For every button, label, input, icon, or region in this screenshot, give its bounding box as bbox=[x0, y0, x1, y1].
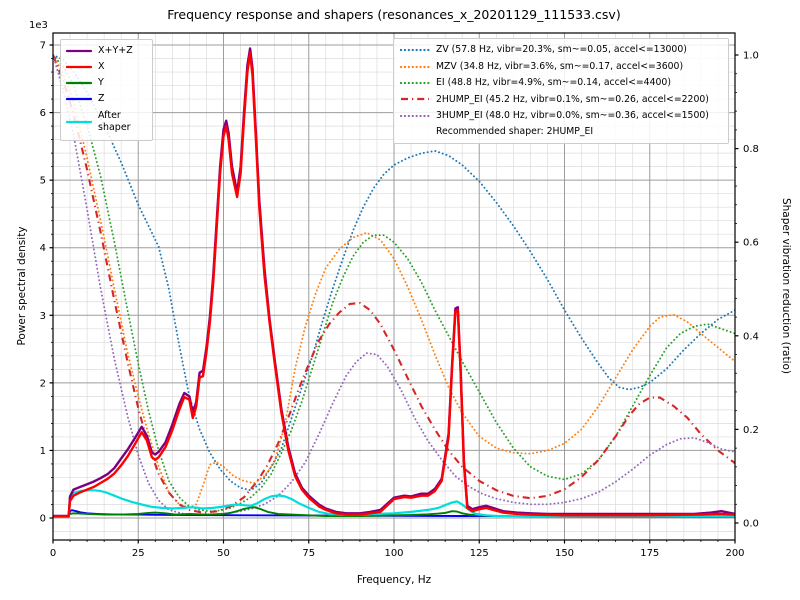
legend-psd-series: X+Y+Z X Y Z After shaper bbox=[60, 39, 153, 141]
x-tick-label: 25 bbox=[132, 548, 145, 559]
y-right-tick-label: 0.4 bbox=[743, 331, 759, 342]
legend-item-z: Z bbox=[66, 91, 146, 107]
y-left-tick-label: 4 bbox=[40, 243, 46, 254]
legend-swatch-zv-line bbox=[400, 49, 430, 52]
y-left-tick-label: 5 bbox=[40, 176, 46, 187]
legend-label-z: Z bbox=[98, 93, 105, 105]
y-left-tick-label: 2 bbox=[40, 378, 46, 389]
y-right-tick-label: 1.0 bbox=[743, 51, 759, 62]
y-left-tick-label: 7 bbox=[40, 41, 46, 52]
x-tick-label: 75 bbox=[302, 548, 315, 559]
legend-item-xyz: X+Y+Z bbox=[66, 43, 146, 59]
legend-label-y: Y bbox=[98, 77, 104, 89]
legend-item-ei: EI (48.8 Hz, vibr=4.9%, sm~=0.14, accel<… bbox=[400, 75, 722, 91]
series-y-line bbox=[53, 506, 735, 518]
x-tick-label: 125 bbox=[470, 548, 489, 559]
legend-label-mzv: MZV (34.8 Hz, vibr=3.6%, sm~=0.17, accel… bbox=[436, 60, 684, 72]
legend-swatch-2hump-ei-line bbox=[401, 98, 429, 101]
x-tick-label: 175 bbox=[640, 548, 659, 559]
legend-recommended-shaper-note: Recommended shaper: 2HUMP_EI bbox=[436, 126, 594, 138]
legend-label-x: X bbox=[98, 61, 105, 73]
y-left-tick-label: 3 bbox=[40, 311, 46, 322]
legend-item-y: Y bbox=[66, 75, 146, 91]
legend-label-zv: ZV (57.8 Hz, vibr=20.3%, sm~=0.05, accel… bbox=[436, 44, 687, 56]
x-tick-label: 200 bbox=[725, 548, 744, 559]
x-tick-label: 150 bbox=[555, 548, 574, 559]
series-after-shaper-line bbox=[53, 489, 735, 518]
legend-item-x: X bbox=[66, 59, 146, 75]
chart-title: Frequency response and shapers (resonanc… bbox=[167, 7, 621, 22]
axis-ticks bbox=[49, 44, 739, 544]
legend-label-3hump-ei: 3HUMP_EI (48.0 Hz, vibr=0.0%, sm~=0.36, … bbox=[436, 109, 709, 121]
series-3hump-ei-line bbox=[53, 54, 735, 516]
legend-shapers: ZV (57.8 Hz, vibr=20.3%, sm~=0.05, accel… bbox=[393, 38, 729, 145]
legend-label-after-shaper: After shaper bbox=[98, 110, 131, 133]
grid-minor bbox=[53, 33, 735, 540]
x-axis-label: Frequency, Hz bbox=[356, 574, 432, 586]
legend-swatch-z-line bbox=[66, 97, 92, 101]
legend-item-recommended: Recommended shaper: 2HUMP_EI bbox=[400, 124, 722, 140]
legend-swatch-after-shaper-line bbox=[66, 120, 92, 124]
y-right-tick-label: 0.0 bbox=[743, 519, 759, 530]
series-z-line bbox=[53, 509, 735, 518]
x-tick-label: 50 bbox=[217, 548, 230, 559]
series-ei-line bbox=[53, 54, 735, 513]
y-axis-label-left: Power spectral density bbox=[16, 226, 28, 346]
legend-swatch-mzv-line bbox=[400, 65, 430, 68]
legend-label-2hump-ei: 2HUMP_EI (45.2 Hz, vibr=0.1%, sm~=0.26, … bbox=[436, 93, 709, 105]
legend-item-zv: ZV (57.8 Hz, vibr=20.3%, sm~=0.05, accel… bbox=[400, 42, 722, 58]
legend-swatch-y-line bbox=[66, 81, 92, 85]
x-tick-label: 0 bbox=[50, 548, 56, 559]
legend-swatch-xyz-line bbox=[66, 49, 92, 53]
y-right-tick-label: 0.2 bbox=[743, 425, 759, 436]
y-left-tick-label: 6 bbox=[40, 108, 46, 119]
y-right-tick-label: 0.8 bbox=[743, 144, 759, 155]
legend-swatch-x-line bbox=[66, 65, 92, 69]
legend-item-after-shaper: After shaper bbox=[66, 107, 146, 137]
y-left-tick-label: 1 bbox=[40, 446, 46, 457]
series-x-line bbox=[53, 51, 735, 518]
series-2hump-ei-line bbox=[53, 54, 735, 514]
legend-label-ei: EI (48.8 Hz, vibr=4.9%, sm~=0.14, accel<… bbox=[436, 77, 671, 89]
series-mzv-line bbox=[53, 54, 735, 509]
legend-label-xyz: X+Y+Z bbox=[98, 45, 133, 57]
y-axis-label-right: Shaper vibration reduction (ratio) bbox=[780, 197, 792, 375]
legend-swatch-ei-line bbox=[400, 81, 430, 85]
tick-labels: 0 25 50 75 100 125 150 175 200 0 1 2 3 4 5 6 7 0.0 0.2 0.4 0… bbox=[40, 41, 759, 559]
legend-item-3hump-ei: 3HUMP_EI (48.0 Hz, vibr=0.0%, sm~=0.36, … bbox=[400, 108, 722, 124]
x-tick-label: 100 bbox=[384, 548, 403, 559]
legend-swatch-3hump-ei-line bbox=[400, 114, 430, 117]
y-axis-offset-text: 1e3 bbox=[29, 20, 48, 31]
series-lines bbox=[53, 47, 735, 518]
legend-item-2hump-ei: 2HUMP_EI (45.2 Hz, vibr=0.1%, sm~=0.26, … bbox=[400, 91, 722, 107]
y-right-tick-label: 0.6 bbox=[743, 238, 759, 249]
series-zv-line bbox=[53, 54, 735, 492]
y-left-tick-label: 0 bbox=[40, 514, 46, 525]
legend-item-mzv: MZV (34.8 Hz, vibr=3.6%, sm~=0.17, accel… bbox=[400, 58, 722, 74]
